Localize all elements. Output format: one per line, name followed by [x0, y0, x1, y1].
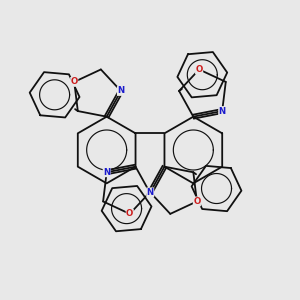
Text: N: N [117, 86, 124, 95]
Text: N: N [219, 106, 226, 116]
Text: N: N [103, 168, 110, 177]
Text: O: O [193, 197, 200, 206]
Text: O: O [196, 65, 203, 74]
Text: O: O [70, 77, 78, 86]
Text: O: O [126, 209, 134, 218]
Text: N: N [147, 188, 154, 197]
